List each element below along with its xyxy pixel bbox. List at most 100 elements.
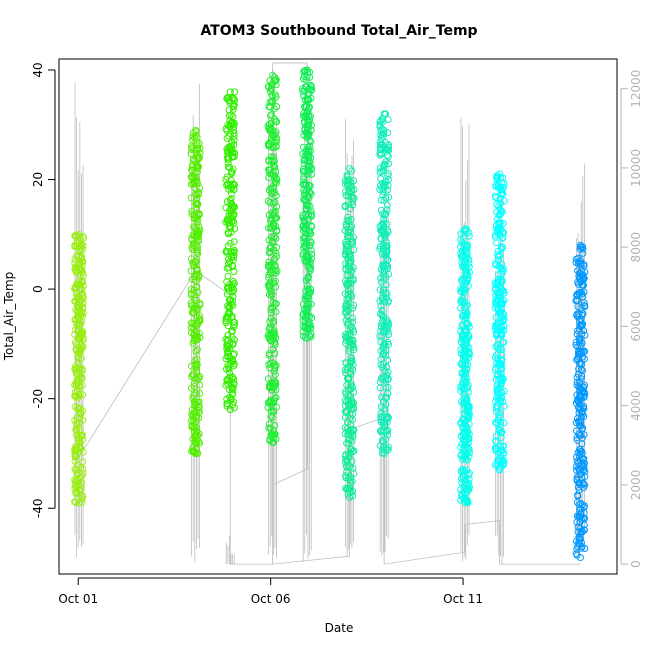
data-point — [579, 404, 587, 412]
data-point — [579, 467, 587, 474]
data-point — [457, 230, 465, 238]
data-point — [266, 397, 274, 404]
data-point — [272, 394, 280, 401]
data-point — [266, 217, 274, 225]
data-point — [194, 153, 202, 161]
x-tick-label: Oct 01 — [58, 592, 98, 606]
data-point — [343, 320, 351, 328]
data-point — [188, 235, 196, 243]
data-point — [306, 103, 313, 111]
data-point — [462, 485, 470, 493]
data-point — [460, 372, 468, 380]
data-point — [498, 287, 506, 295]
data-point — [229, 105, 237, 113]
data-point — [230, 219, 238, 227]
data-point — [496, 252, 504, 260]
data-point — [71, 450, 79, 458]
data-point — [268, 292, 276, 300]
data-point — [271, 171, 279, 179]
data-point — [343, 463, 351, 471]
data-point — [577, 527, 585, 535]
data-point — [496, 466, 504, 474]
data-point — [73, 320, 80, 328]
data-point — [72, 466, 80, 474]
data-point — [270, 332, 278, 340]
data-point — [269, 71, 277, 79]
data-point — [228, 314, 236, 322]
data-point — [74, 404, 82, 412]
data-point — [494, 355, 502, 363]
data-point — [500, 449, 508, 457]
data-point — [304, 324, 312, 331]
data-point — [230, 180, 238, 188]
data-point — [224, 159, 232, 167]
data-point — [231, 181, 239, 189]
x-tick-label: Oct 11 — [443, 592, 483, 606]
data-point — [579, 310, 587, 318]
data-point — [194, 162, 202, 170]
data-point — [461, 225, 469, 233]
data-point — [270, 211, 278, 219]
data-point — [378, 167, 386, 175]
data-point — [384, 262, 392, 270]
data-point — [224, 341, 232, 349]
data-point — [77, 331, 85, 339]
data-point — [378, 312, 386, 320]
data-point — [73, 476, 81, 484]
data-point — [347, 385, 355, 393]
data-point — [579, 274, 587, 282]
data-point — [192, 191, 200, 199]
data-point — [71, 243, 79, 251]
data-point — [575, 479, 583, 487]
data-point — [346, 205, 354, 213]
data-point — [580, 299, 588, 307]
data-point — [493, 394, 500, 402]
data-point — [377, 131, 385, 139]
data-point — [271, 422, 279, 429]
data-point — [349, 304, 357, 312]
x-axis-title: Date — [325, 621, 354, 635]
data-point — [378, 250, 386, 258]
data-point — [76, 383, 84, 391]
data-point — [379, 296, 387, 304]
data-point — [193, 243, 201, 250]
series-0 — [71, 230, 87, 507]
data-point — [500, 419, 508, 427]
data-point — [224, 377, 232, 385]
data-point — [578, 440, 586, 448]
data-point — [270, 161, 278, 169]
data-point — [303, 334, 311, 342]
data-point — [269, 298, 277, 306]
data-point — [266, 169, 274, 177]
data-point — [575, 535, 583, 542]
data-point — [580, 327, 588, 334]
data-point — [222, 125, 230, 133]
data-point — [580, 480, 588, 488]
data-point — [191, 398, 199, 406]
data-point — [266, 364, 274, 372]
data-point — [344, 375, 351, 383]
data-point — [271, 371, 279, 379]
data-point — [345, 403, 353, 411]
data-point — [492, 296, 500, 303]
data-point — [377, 141, 385, 149]
data-point — [270, 219, 278, 227]
data-point — [496, 376, 504, 384]
data-point — [187, 329, 195, 337]
data-point — [384, 443, 392, 451]
data-point — [381, 233, 389, 241]
y2-tick-label: 4000 — [629, 390, 643, 421]
data-point — [225, 96, 233, 104]
data-point — [305, 300, 313, 308]
data-point — [187, 267, 195, 275]
data-point — [224, 302, 232, 310]
data-point — [342, 408, 350, 416]
data-point — [574, 280, 582, 288]
data-point — [346, 493, 354, 501]
data-point — [225, 211, 233, 219]
data-point — [380, 184, 388, 192]
data-point — [574, 343, 582, 351]
data-point — [457, 304, 465, 312]
data-point — [497, 322, 505, 330]
data-point — [303, 257, 310, 265]
